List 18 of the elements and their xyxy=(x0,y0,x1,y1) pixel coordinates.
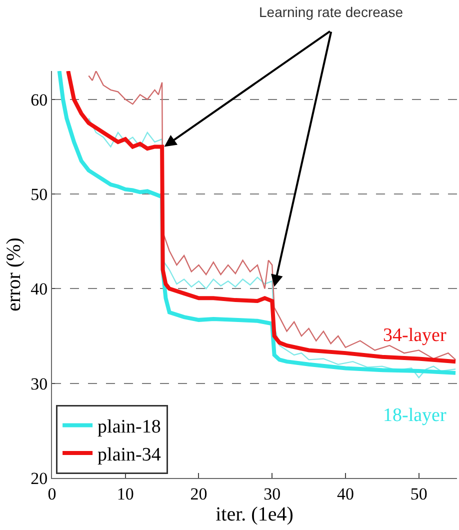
y-tick-label: 40 xyxy=(30,280,48,299)
y-tick-label: 50 xyxy=(30,185,48,204)
legend-label: plain-18 xyxy=(98,416,161,438)
annotation: 18-layer xyxy=(383,405,447,426)
x-axis-title: iter. (1e4) xyxy=(216,503,294,526)
x-tick-label: 20 xyxy=(190,484,208,504)
x-tick-label: 50 xyxy=(410,484,428,504)
x-tick-label: 30 xyxy=(264,484,281,504)
y-tick-label: 20 xyxy=(30,468,48,488)
annotation: Learning rate decrease xyxy=(259,4,404,20)
legend-label: plain-34 xyxy=(98,444,162,466)
x-tick-label: 10 xyxy=(116,484,134,504)
x-tick-label: 40 xyxy=(336,484,354,504)
y-tick-label: 30 xyxy=(30,374,48,394)
y-axis-title: error (%) xyxy=(3,238,26,312)
y-tick-label: 60 xyxy=(30,90,48,110)
x-tick-label: 0 xyxy=(48,484,56,504)
annotation: 34-layer xyxy=(383,325,447,346)
